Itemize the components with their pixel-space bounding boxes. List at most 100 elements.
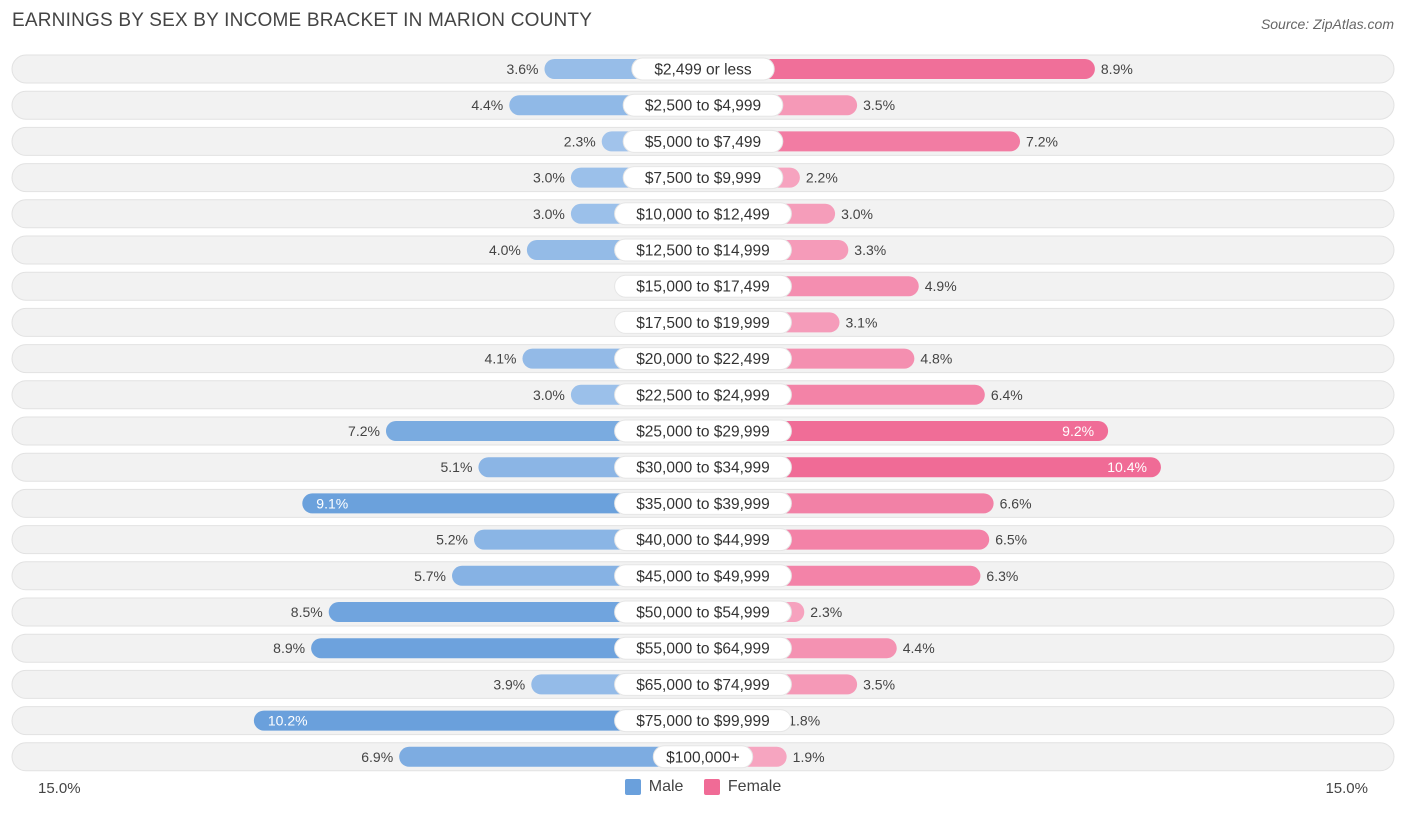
female-bar xyxy=(703,421,1109,441)
row-11: 5.1% 10.4% $30,000 to $34,999 xyxy=(11,452,1395,482)
row-14: 5.7% 6.3% $45,000 to $49,999 xyxy=(11,561,1395,591)
category-pill xyxy=(631,57,775,81)
category-pill xyxy=(614,564,792,588)
female-value-label: 6.3% xyxy=(986,568,1018,584)
category-pill xyxy=(614,347,792,371)
category-label: $20,000 to $22,499 xyxy=(636,351,770,368)
male-bar xyxy=(328,602,703,622)
male-value-label: 4.1% xyxy=(485,351,517,367)
female-bar xyxy=(703,59,1095,79)
row-3: 3.0% 2.2% $7,500 to $9,999 xyxy=(11,163,1395,193)
female-value-label: 3.5% xyxy=(863,97,895,113)
female-value-label: 3.3% xyxy=(854,242,886,258)
row-7: 1.1%3.1%$17,500 to $19,999 xyxy=(11,307,1395,337)
female-value-label: 7.2% xyxy=(1026,133,1058,149)
female-value-label: 9.2% xyxy=(1062,423,1094,439)
female-value-label: 1.9% xyxy=(793,749,825,765)
male-value-label: 5.7% xyxy=(414,568,446,584)
category-label: $17,500 to $19,999 xyxy=(636,315,770,332)
male-value-label: 3.9% xyxy=(493,676,525,692)
male-value-label: 4.4% xyxy=(471,97,503,113)
male-value-label: 2.3% xyxy=(564,133,596,149)
male-value-label: 6.9% xyxy=(361,749,393,765)
male-value-label: 5.1% xyxy=(441,459,473,475)
male-bar xyxy=(253,710,704,731)
category-pill xyxy=(622,93,784,117)
category-label: $100,000+ xyxy=(666,749,740,766)
category-pill xyxy=(622,166,784,190)
axis-right-label: 15.0% xyxy=(1325,780,1368,797)
category-label: $10,000 to $12,499 xyxy=(636,206,770,223)
row-8: 4.1% 4.8% $20,000 to $22,499 xyxy=(11,344,1395,374)
category-label: $35,000 to $39,999 xyxy=(636,496,770,513)
male-value-label: 3.6% xyxy=(507,61,539,77)
female-value-label: 1.8% xyxy=(788,713,820,729)
legend-item-female: Female xyxy=(703,778,782,796)
category-pill xyxy=(614,709,792,733)
male-value-label: 7.2% xyxy=(348,423,380,439)
chart-title: EARNINGS BY SEX BY INCOME BRACKET IN MAR… xyxy=(12,10,593,31)
legend-swatch-male xyxy=(624,779,641,795)
row-19: 6.9% 1.9% $100,000+ xyxy=(11,742,1395,772)
row-2: 2.3% 7.2% $5,000 to $7,499 xyxy=(11,126,1395,156)
row-9: 3.0% 6.4% $22,500 to $24,999 xyxy=(11,380,1395,410)
female-value-label: 3.5% xyxy=(863,676,895,692)
legend-item-male: Male xyxy=(624,778,684,796)
female-value-label: 10.4% xyxy=(1107,459,1147,475)
category-label: $7,500 to $9,999 xyxy=(645,170,761,187)
male-value-label: 8.5% xyxy=(291,604,323,620)
male-value-label: 4.0% xyxy=(489,242,521,258)
legend-swatch-female xyxy=(703,779,720,795)
female-value-label: 4.8% xyxy=(920,351,952,367)
category-pill xyxy=(652,745,754,769)
legend-label-female: Female xyxy=(727,778,782,795)
row-12: 9.1% 6.6% $35,000 to $39,999 xyxy=(11,488,1395,518)
category-pill xyxy=(614,491,792,515)
category-label: $22,500 to $24,999 xyxy=(636,387,770,404)
category-pill xyxy=(614,636,792,660)
male-value-label: 3.0% xyxy=(533,170,565,186)
row-6: 0.91%4.9%$15,000 to $17,499 xyxy=(11,271,1395,301)
category-pill xyxy=(614,238,792,262)
row-4: 3.0% 3.0% $10,000 to $12,499 xyxy=(11,199,1395,229)
row-1: 4.4% 3.5% $2,500 to $4,999 xyxy=(11,90,1395,120)
female-value-label: 8.9% xyxy=(1101,61,1133,77)
category-label: $55,000 to $64,999 xyxy=(636,641,770,658)
male-value-label: 8.9% xyxy=(273,640,305,656)
row-17: 3.9% 3.5% $65,000 to $74,999 xyxy=(11,669,1395,699)
male-bar xyxy=(311,638,703,659)
source-note: Source: ZipAtlas.com xyxy=(1260,16,1394,32)
male-value-label: 9.1% xyxy=(316,495,348,511)
category-pill xyxy=(614,274,792,298)
category-label: $25,000 to $29,999 xyxy=(636,424,770,441)
legend-label-male: Male xyxy=(648,778,684,795)
row-18: 10.2% 1.8% $75,000 to $99,999 xyxy=(11,706,1395,736)
female-value-label: 6.4% xyxy=(991,387,1023,403)
female-value-label: 2.3% xyxy=(810,604,842,620)
female-value-label: 6.5% xyxy=(995,532,1027,548)
category-pill xyxy=(614,310,792,334)
category-pill xyxy=(614,202,792,226)
row-10: 7.2% 9.2% $25,000 to $29,999 xyxy=(11,416,1395,446)
category-label: $75,000 to $99,999 xyxy=(636,713,770,730)
male-value-label: 3.0% xyxy=(533,387,565,403)
category-label: $12,500 to $14,999 xyxy=(636,243,770,260)
row-5: 4.0% 3.3% $12,500 to $14,999 xyxy=(11,235,1395,265)
female-value-label: 3.0% xyxy=(841,206,873,222)
category-pill xyxy=(614,455,792,479)
category-pill xyxy=(614,672,792,696)
category-label: $40,000 to $44,999 xyxy=(636,532,770,549)
row-16: 8.9% 4.4% $55,000 to $64,999 xyxy=(11,633,1395,663)
row-13: 5.2% 6.5% $40,000 to $44,999 xyxy=(11,525,1395,555)
female-value-label: 3.1% xyxy=(846,314,878,330)
category-pill xyxy=(614,383,792,407)
row-0: 3.6% 8.9% $2,499 or less xyxy=(11,54,1395,84)
female-bar xyxy=(703,457,1161,478)
female-value-label: 4.4% xyxy=(903,640,935,656)
male-value-label: 5.2% xyxy=(436,532,468,548)
category-label: $2,499 or less xyxy=(654,62,752,79)
category-label: $15,000 to $17,499 xyxy=(636,279,770,296)
category-pill xyxy=(614,600,792,624)
female-value-label: 6.6% xyxy=(1000,495,1032,511)
